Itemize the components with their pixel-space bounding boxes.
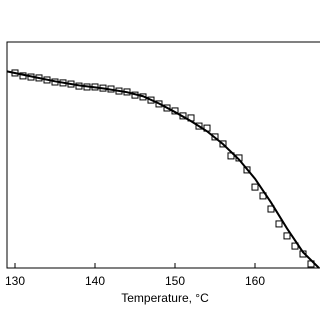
data-point [211, 133, 219, 141]
data-point [155, 100, 163, 108]
data-point [219, 140, 227, 148]
x-tick-label: 160 [245, 274, 265, 288]
data-point [243, 166, 251, 174]
x-tick-label: 140 [85, 274, 105, 288]
data-point [163, 104, 171, 112]
data-point [195, 122, 203, 130]
data-point [283, 232, 291, 240]
data-point [251, 183, 259, 191]
x-axis-label: Temperature, °C [121, 291, 209, 305]
data-point [147, 96, 155, 104]
x-tick-label: 150 [165, 274, 185, 288]
x-tick-label: 130 [5, 274, 25, 288]
fit-line [6, 70, 320, 269]
plot-frame [6, 41, 320, 269]
data-point [275, 220, 283, 228]
